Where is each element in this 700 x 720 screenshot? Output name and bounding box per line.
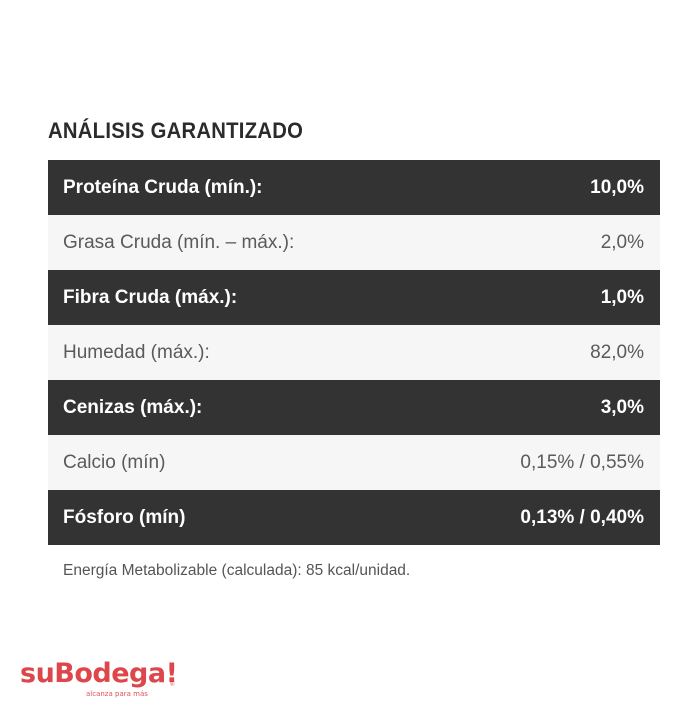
row-value: 0,15% / 0,55%	[520, 451, 644, 473]
row-value: 10,0%	[590, 176, 644, 198]
row-label: Grasa Cruda (mín. – máx.):	[63, 231, 295, 253]
row-label: Fósforo (mín)	[63, 506, 186, 528]
table-row: Cenizas (máx.): 3,0%	[48, 380, 660, 435]
table-row: Humedad (máx.): 82,0%	[48, 325, 660, 380]
page-title: ANÁLISIS GARANTIZADO	[48, 118, 304, 143]
table-row: Proteína Cruda (mín.): 10,0%	[48, 160, 660, 215]
row-label: Proteína Cruda (mín.):	[63, 176, 263, 198]
table-row: Calcio (mín) 0,15% / 0,55%	[48, 435, 660, 490]
subodega-watermark-logo: suBodega! alcanza para más ®	[20, 660, 180, 700]
analysis-table: Proteína Cruda (mín.): 10,0% Grasa Cruda…	[48, 160, 660, 545]
watermark-tagline: alcanza para más	[86, 690, 148, 698]
watermark-brand: suBodega!	[20, 658, 178, 689]
registered-mark: ®	[170, 682, 175, 688]
table-row: Fósforo (mín) 0,13% / 0,40%	[48, 490, 660, 545]
row-value: 1,0%	[600, 286, 644, 308]
energy-footnote: Energía Metabolizable (calculada): 85 kc…	[63, 562, 411, 579]
row-label: Calcio (mín)	[63, 451, 166, 473]
row-value: 0,13% / 0,40%	[520, 506, 644, 528]
row-value: 3,0%	[600, 396, 644, 418]
row-label: Fibra Cruda (máx.):	[63, 286, 238, 308]
row-label: Humedad (máx.):	[63, 341, 210, 363]
table-row: Grasa Cruda (mín. – máx.): 2,0%	[48, 215, 660, 270]
row-value: 2,0%	[600, 231, 644, 253]
row-value: 82,0%	[590, 341, 644, 363]
table-row: Fibra Cruda (máx.): 1,0%	[48, 270, 660, 325]
row-label: Cenizas (máx.):	[63, 396, 203, 418]
